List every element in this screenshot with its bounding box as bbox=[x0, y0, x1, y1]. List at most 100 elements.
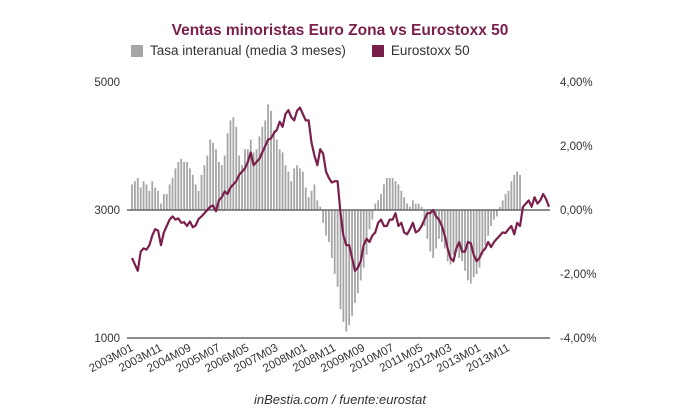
bar bbox=[365, 210, 368, 255]
bar bbox=[507, 190, 510, 210]
bar bbox=[209, 139, 212, 210]
bar bbox=[435, 210, 437, 249]
bar bbox=[180, 158, 183, 210]
legend-swatch-line bbox=[371, 44, 384, 57]
bar bbox=[293, 168, 296, 210]
bar bbox=[371, 210, 374, 220]
bar bbox=[249, 139, 252, 210]
bar bbox=[296, 165, 298, 210]
right-tick-label: 0,00% bbox=[560, 205, 593, 217]
bar bbox=[354, 210, 356, 303]
bar bbox=[223, 155, 226, 210]
bar bbox=[212, 142, 214, 210]
bar bbox=[414, 203, 417, 210]
bar bbox=[510, 181, 513, 210]
bar bbox=[420, 206, 423, 210]
bar bbox=[501, 200, 504, 210]
legend-label-bars: Tasa interanual (media 3 meses) bbox=[150, 43, 346, 58]
bar bbox=[481, 210, 484, 255]
bar bbox=[406, 203, 408, 210]
bar bbox=[339, 210, 342, 310]
bar bbox=[252, 152, 255, 210]
bar bbox=[264, 120, 267, 210]
bar bbox=[426, 210, 429, 239]
bar bbox=[356, 210, 359, 294]
bar bbox=[432, 210, 435, 258]
bar bbox=[142, 181, 145, 210]
right-tick-label: 2,00% bbox=[560, 141, 593, 153]
bar bbox=[217, 162, 220, 210]
bar bbox=[191, 174, 194, 210]
bar bbox=[516, 171, 519, 210]
bar bbox=[362, 210, 365, 268]
legend-swatch-bars bbox=[131, 44, 143, 57]
bar bbox=[194, 184, 197, 210]
left-tick-label: 3000 bbox=[94, 205, 120, 217]
bar bbox=[258, 136, 261, 210]
bar bbox=[229, 120, 232, 210]
chart-title: Ventas minoristas Euro Zona vs Eurostoxx… bbox=[171, 22, 509, 39]
bar bbox=[478, 210, 481, 268]
bar bbox=[275, 139, 278, 210]
bar bbox=[493, 210, 495, 220]
bar bbox=[203, 165, 206, 210]
bar bbox=[313, 184, 316, 210]
bar bbox=[307, 197, 310, 210]
bar bbox=[342, 210, 345, 322]
bar bbox=[455, 210, 458, 252]
bar bbox=[186, 162, 188, 210]
bar bbox=[246, 149, 249, 210]
bar bbox=[388, 178, 391, 210]
bar bbox=[368, 210, 371, 230]
bar bbox=[136, 178, 139, 210]
source-note: inBestia.com / fuente:eurostat bbox=[254, 392, 426, 407]
bar bbox=[273, 130, 275, 210]
bar bbox=[394, 181, 397, 210]
bar bbox=[278, 149, 281, 210]
bar bbox=[255, 149, 258, 210]
bar bbox=[403, 197, 406, 210]
bar bbox=[374, 203, 377, 210]
bar bbox=[183, 162, 186, 210]
bar bbox=[449, 210, 452, 265]
bar bbox=[139, 187, 142, 210]
bar bbox=[328, 210, 330, 242]
line-series bbox=[130, 106, 551, 272]
bar bbox=[299, 168, 301, 210]
bar bbox=[177, 162, 180, 210]
bar bbox=[134, 181, 136, 210]
bar bbox=[475, 210, 478, 274]
bar bbox=[215, 149, 217, 210]
bar bbox=[383, 184, 385, 210]
bar bbox=[174, 168, 177, 210]
left-tick-label: 5000 bbox=[94, 77, 120, 89]
bar bbox=[244, 149, 246, 210]
bar bbox=[304, 187, 307, 210]
bar bbox=[484, 210, 487, 246]
bar bbox=[495, 210, 498, 217]
bar bbox=[325, 210, 327, 236]
bar bbox=[452, 210, 455, 255]
legend-item-line: Eurostoxx 50 bbox=[371, 43, 470, 58]
bar bbox=[165, 194, 168, 210]
bar bbox=[348, 210, 351, 326]
bar bbox=[429, 210, 432, 252]
bar bbox=[409, 206, 411, 210]
bar bbox=[220, 165, 223, 210]
bar bbox=[400, 190, 403, 210]
bar bbox=[412, 200, 414, 210]
bar bbox=[336, 210, 339, 287]
left-axis: 1000 3000 5000 bbox=[94, 77, 120, 345]
bar bbox=[472, 210, 475, 278]
x-axis: 2003M012003M112004M092005M072006M052007M… bbox=[87, 342, 511, 375]
bar bbox=[261, 126, 264, 210]
bar bbox=[235, 126, 238, 210]
legend-item-bars: Tasa interanual (media 3 meses) bbox=[131, 43, 346, 58]
bar bbox=[490, 210, 492, 226]
bar bbox=[151, 181, 154, 210]
bar bbox=[206, 155, 209, 210]
right-tick-label: 4,00% bbox=[560, 77, 593, 89]
bar bbox=[461, 210, 464, 262]
bar bbox=[443, 210, 446, 249]
